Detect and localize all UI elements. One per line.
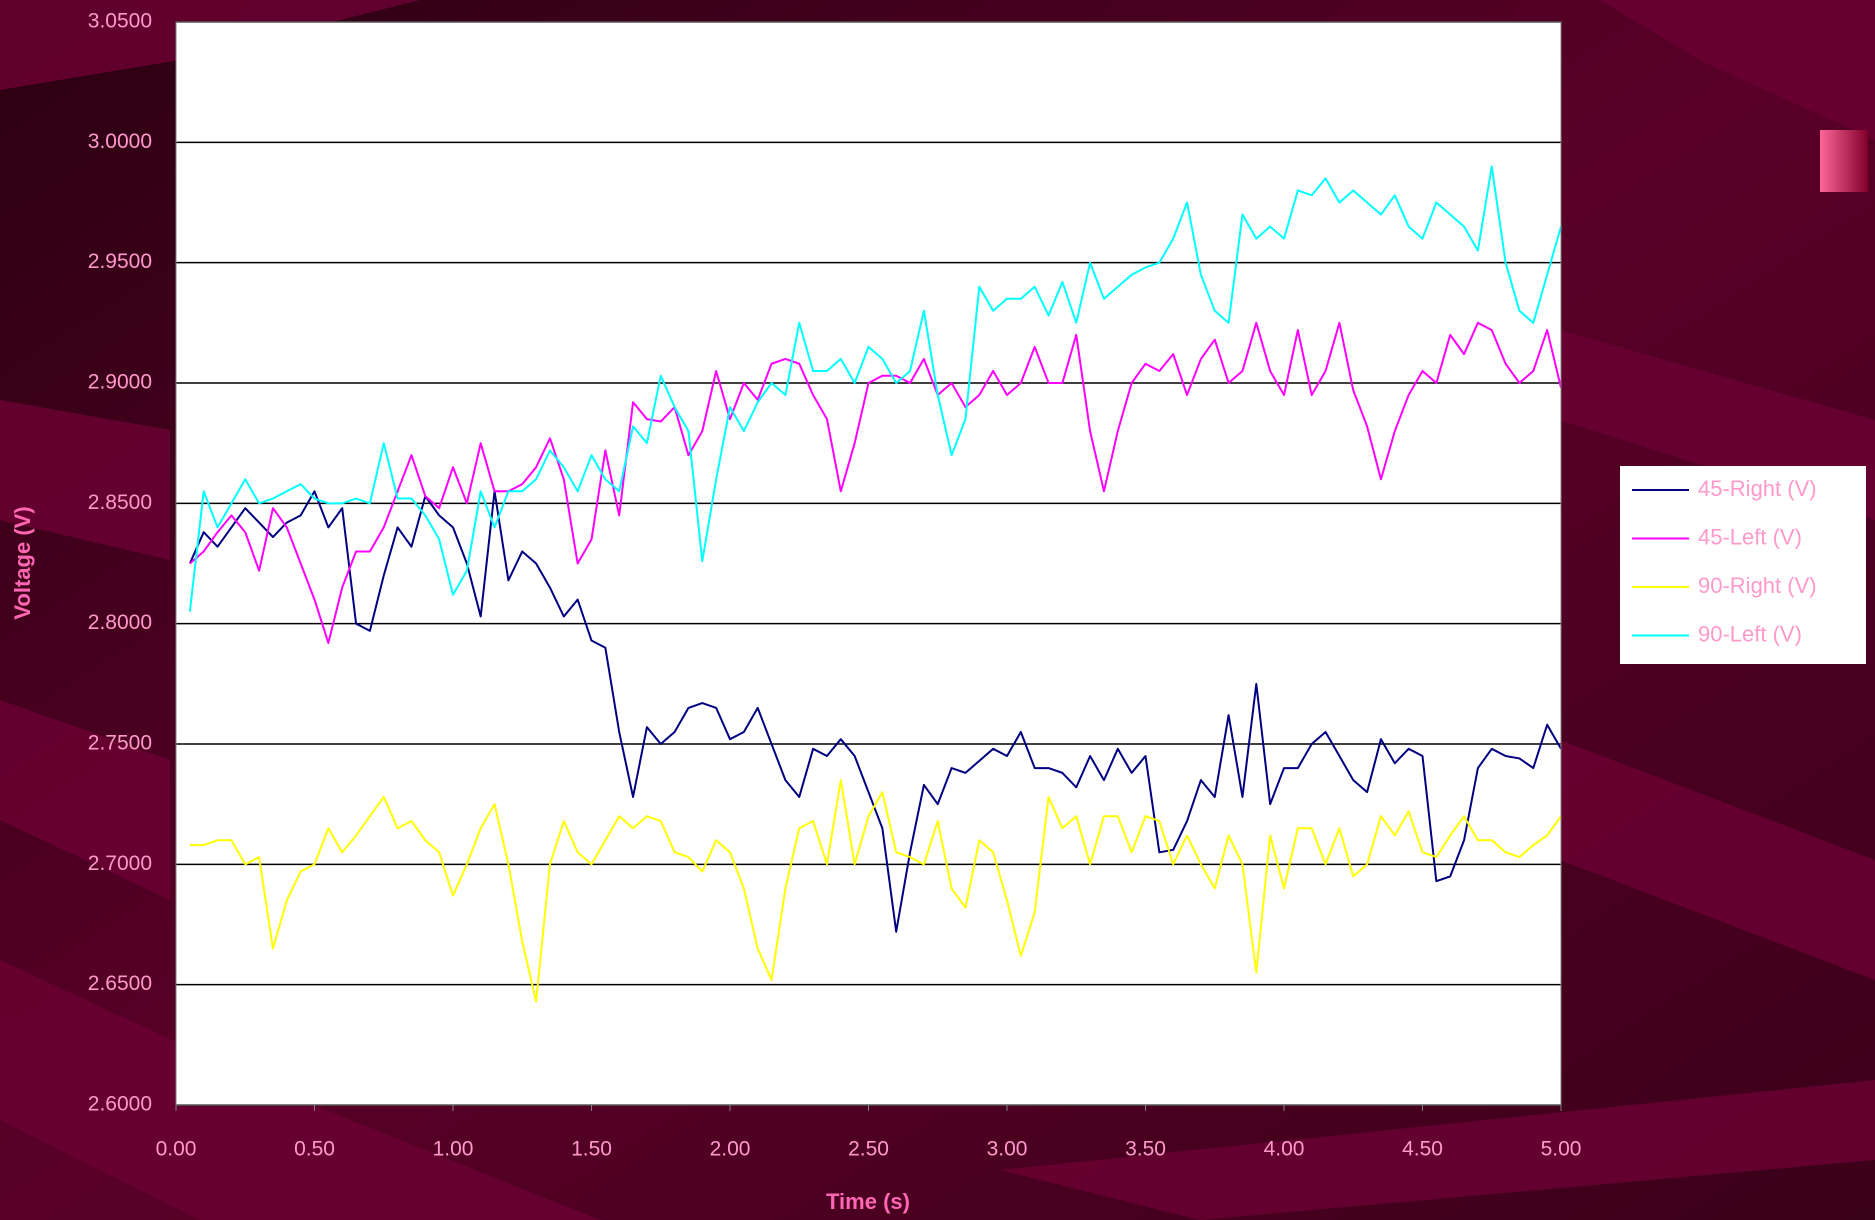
- x-tick-label: 0.00: [156, 1138, 197, 1161]
- x-tick-label: 2.00: [710, 1138, 751, 1161]
- y-tick-label: 2.6000: [88, 1093, 152, 1116]
- decoration: [1820, 130, 1868, 192]
- legend-label: 45-Right (V): [1698, 476, 1817, 501]
- x-tick-label: 4.00: [1264, 1138, 1305, 1161]
- x-tick-label: 2.50: [848, 1138, 889, 1161]
- y-axis-title: Voltage (V): [10, 506, 35, 619]
- legend: [1620, 466, 1866, 664]
- x-tick-label: 3.00: [987, 1138, 1028, 1161]
- y-tick-label: 2.9000: [88, 371, 152, 394]
- x-tick-label: 0.50: [294, 1138, 335, 1161]
- series-line: [188, 165, 1562, 612]
- x-tick-label: 1.00: [433, 1138, 474, 1161]
- y-tick-label: 2.9500: [88, 250, 152, 273]
- legend-entries: 45-Right (V) 45-Left (V) 90-Right (V) 90-Le…: [1632, 476, 1817, 646]
- series-line: [189, 321, 1562, 644]
- legend-label: 90-Left (V): [1698, 621, 1802, 646]
- plot-border: [175, 21, 1562, 1106]
- y-tick-label: 2.6500: [88, 972, 152, 995]
- y-tick-label: 2.8500: [88, 491, 152, 514]
- y-tick-label: 2.7000: [88, 852, 152, 875]
- x-tick-label: 4.50: [1402, 1138, 1443, 1161]
- lines: [188, 165, 1562, 1003]
- x-tick-label: 5.00: [1541, 1138, 1582, 1161]
- plot-area: [176, 22, 1561, 1105]
- x-tick-label: 3.50: [1125, 1138, 1166, 1161]
- y-tick-label: 2.8000: [88, 611, 152, 634]
- series-line: [189, 779, 1562, 1003]
- legend-label: 45-Left (V): [1698, 524, 1802, 549]
- x-tick-label: 1.50: [571, 1138, 612, 1161]
- x-axis-title: Time (s): [826, 1189, 910, 1214]
- y-tick-label: 2.7500: [88, 732, 152, 755]
- y-tick-label: 3.0000: [88, 130, 152, 153]
- series-line: [188, 490, 1562, 933]
- y-tick-label: 3.0500: [88, 10, 152, 33]
- legend-label: 90-Right (V): [1698, 573, 1817, 598]
